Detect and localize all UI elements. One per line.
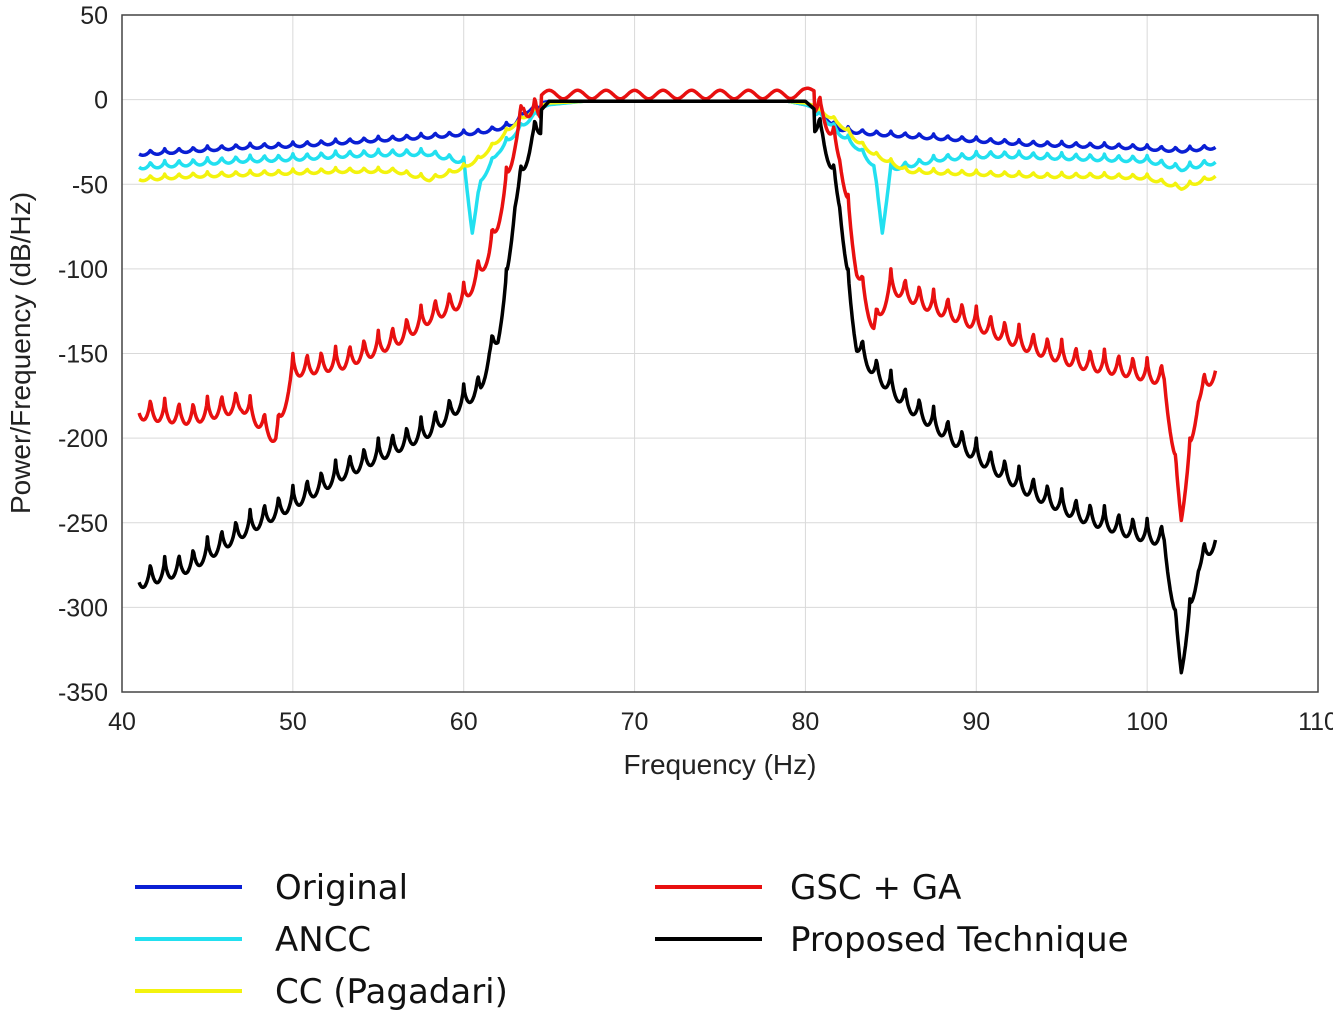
legend: Original ANCC CC (Pagadari) GSC + GA Propose… [135, 868, 1129, 1012]
y-tick-label: 50 [80, 2, 108, 30]
legend-label: Original [275, 868, 408, 908]
y-tick-label: -150 [58, 341, 108, 369]
y-tick-label: -350 [58, 679, 108, 707]
x-tick-label: 90 [962, 708, 990, 736]
legend-label: Proposed Technique [790, 920, 1129, 960]
x-tick-label: 110 [1298, 708, 1333, 736]
x-tick-label: 50 [279, 708, 307, 736]
y-tick-label: -100 [58, 256, 108, 284]
y-tick-label: 0 [94, 87, 108, 115]
series-line [137, 86, 1218, 523]
legend-label: ANCC [275, 920, 371, 960]
y-tick-label: -50 [72, 171, 108, 199]
series-layer [137, 86, 1218, 675]
x-tick-label: 80 [792, 708, 820, 736]
x-tick-label: 40 [108, 708, 136, 736]
y-axis-title: Power/Frequency (dB/Hz) [5, 192, 36, 514]
x-tick-label: 60 [450, 708, 478, 736]
y-tick-label: -300 [58, 594, 108, 622]
y-tick-label: -250 [58, 510, 108, 538]
series-line [137, 99, 1218, 675]
x-tick-label: 70 [621, 708, 649, 736]
legend-label: CC (Pagadari) [275, 972, 508, 1012]
tick-labels: 40 50 60 70 80 90 100 110 50 0 -50 -100 -150 -200 -250… [58, 2, 1333, 736]
legend-label: GSC + GA [790, 868, 961, 908]
x-tick-label: 100 [1126, 708, 1168, 736]
x-axis-title: Frequency (Hz) [624, 749, 817, 780]
plot-frame [121, 14, 1319, 693]
y-tick-label: -200 [58, 425, 108, 453]
